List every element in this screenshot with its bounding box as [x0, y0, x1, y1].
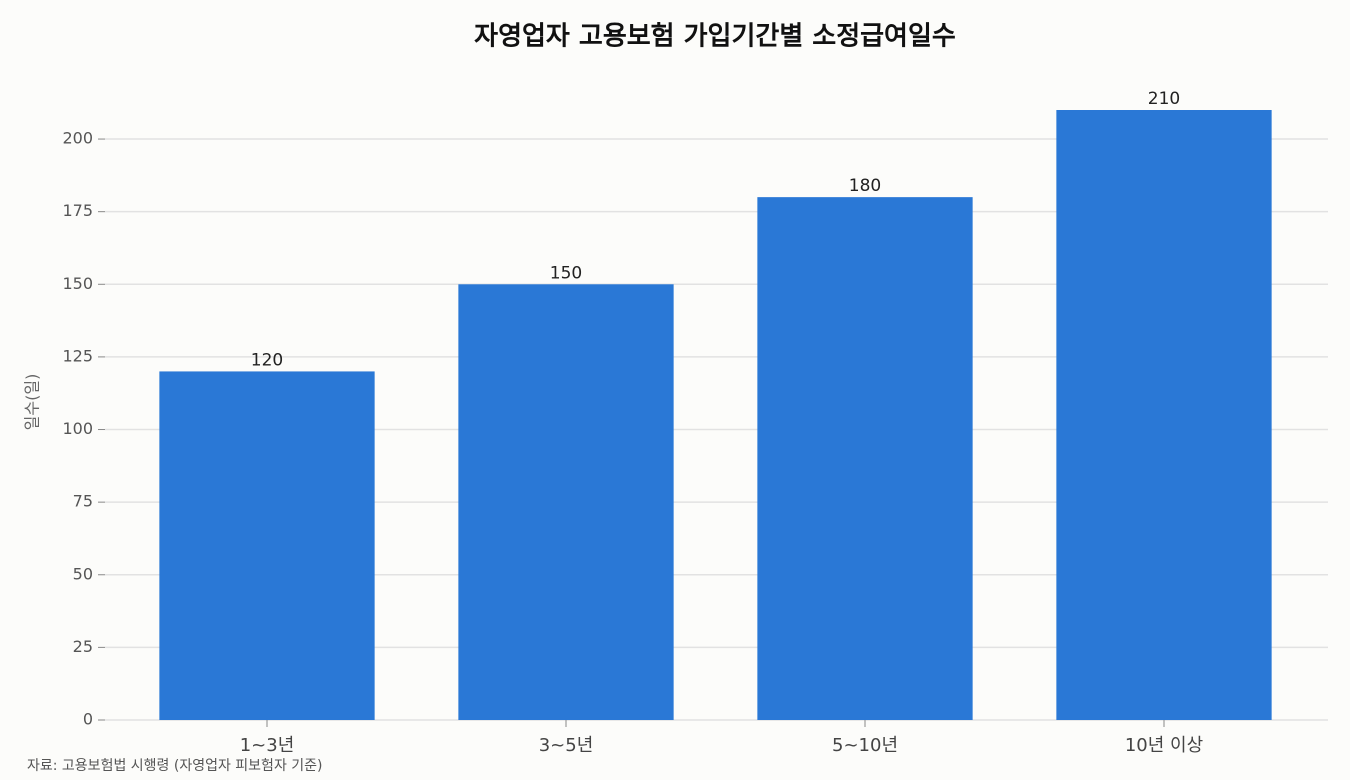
bar	[458, 284, 674, 720]
x-tick-label: 5~10년	[832, 735, 898, 756]
bar	[1056, 110, 1272, 720]
x-tick-label: 1~3년	[240, 735, 295, 756]
bar	[159, 371, 375, 720]
y-tick-label: 0	[83, 710, 93, 729]
y-axis-label: 일수(일)	[23, 374, 42, 431]
y-tick-label: 125	[62, 346, 93, 365]
y-tick-label: 175	[62, 201, 93, 220]
y-tick-label: 100	[62, 419, 93, 438]
value-label: 210	[1148, 89, 1180, 109]
bar	[757, 197, 973, 721]
chart-title: 자영업자 고용보험 가입기간별 소정급여일수	[474, 22, 956, 52]
y-tick-label: 200	[62, 129, 93, 148]
value-label: 150	[550, 263, 582, 283]
y-tick-label: 25	[73, 637, 93, 656]
x-tick-label: 10년 이상	[1125, 735, 1203, 756]
value-label: 120	[251, 350, 283, 370]
x-tick-label: 3~5년	[539, 735, 594, 756]
source-note: 자료: 고용보험법 시행령 (자영업자 피보험자 기준)	[27, 758, 323, 774]
y-tick-label: 50	[73, 564, 93, 583]
y-tick-label: 150	[62, 274, 93, 293]
y-tick-label: 75	[73, 492, 93, 511]
value-label: 180	[849, 176, 881, 196]
